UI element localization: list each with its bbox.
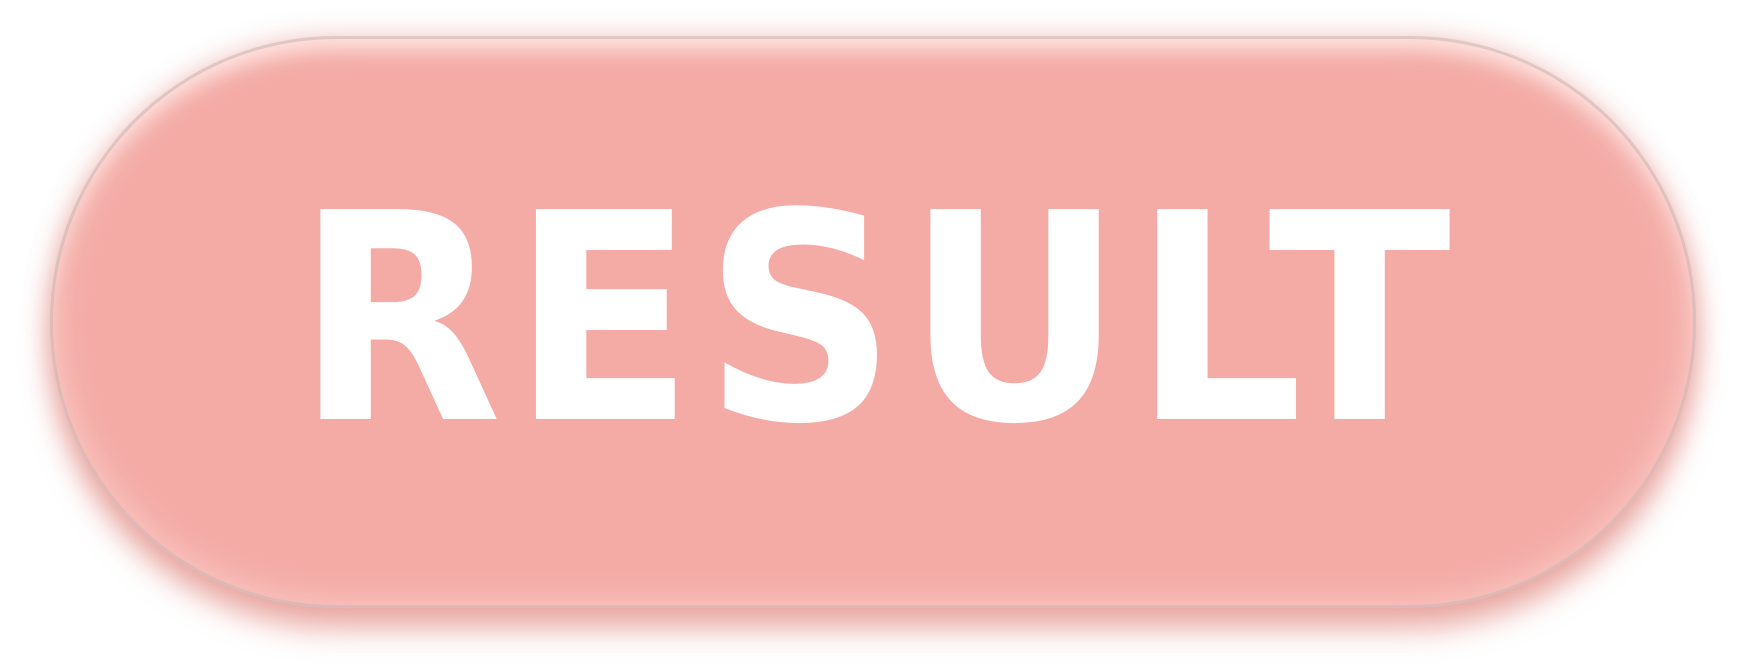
result-button[interactable]: RESULT [50,36,1696,608]
result-button-label: RESULT [295,152,1461,487]
